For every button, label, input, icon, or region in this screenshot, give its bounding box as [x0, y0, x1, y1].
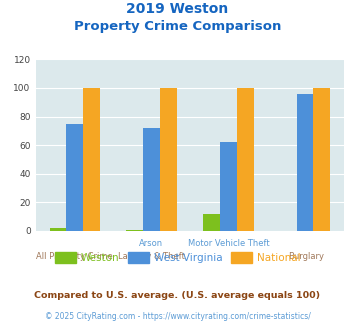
Text: Arson: Arson [139, 239, 163, 248]
Bar [50, 228, 66, 231]
Bar [237, 88, 253, 231]
Bar [126, 230, 143, 231]
Text: Motor Vehicle Theft: Motor Vehicle Theft [188, 239, 269, 248]
Text: All Property Crime: All Property Crime [36, 252, 113, 261]
Bar [313, 88, 330, 231]
Bar [83, 88, 100, 231]
Text: Burglary: Burglary [288, 252, 324, 261]
Bar [203, 214, 220, 231]
Legend: Weston, West Virginia, National: Weston, West Virginia, National [50, 248, 305, 267]
Bar [160, 88, 177, 231]
Text: Compared to U.S. average. (U.S. average equals 100): Compared to U.S. average. (U.S. average … [34, 291, 321, 300]
Bar [143, 128, 160, 231]
Text: Larceny & Theft: Larceny & Theft [118, 252, 185, 261]
Text: 2019 Weston: 2019 Weston [126, 2, 229, 16]
Bar [220, 142, 237, 231]
Bar [66, 124, 83, 231]
Bar [296, 94, 313, 231]
Text: © 2025 CityRating.com - https://www.cityrating.com/crime-statistics/: © 2025 CityRating.com - https://www.city… [45, 312, 310, 321]
Text: Property Crime Comparison: Property Crime Comparison [74, 20, 281, 33]
